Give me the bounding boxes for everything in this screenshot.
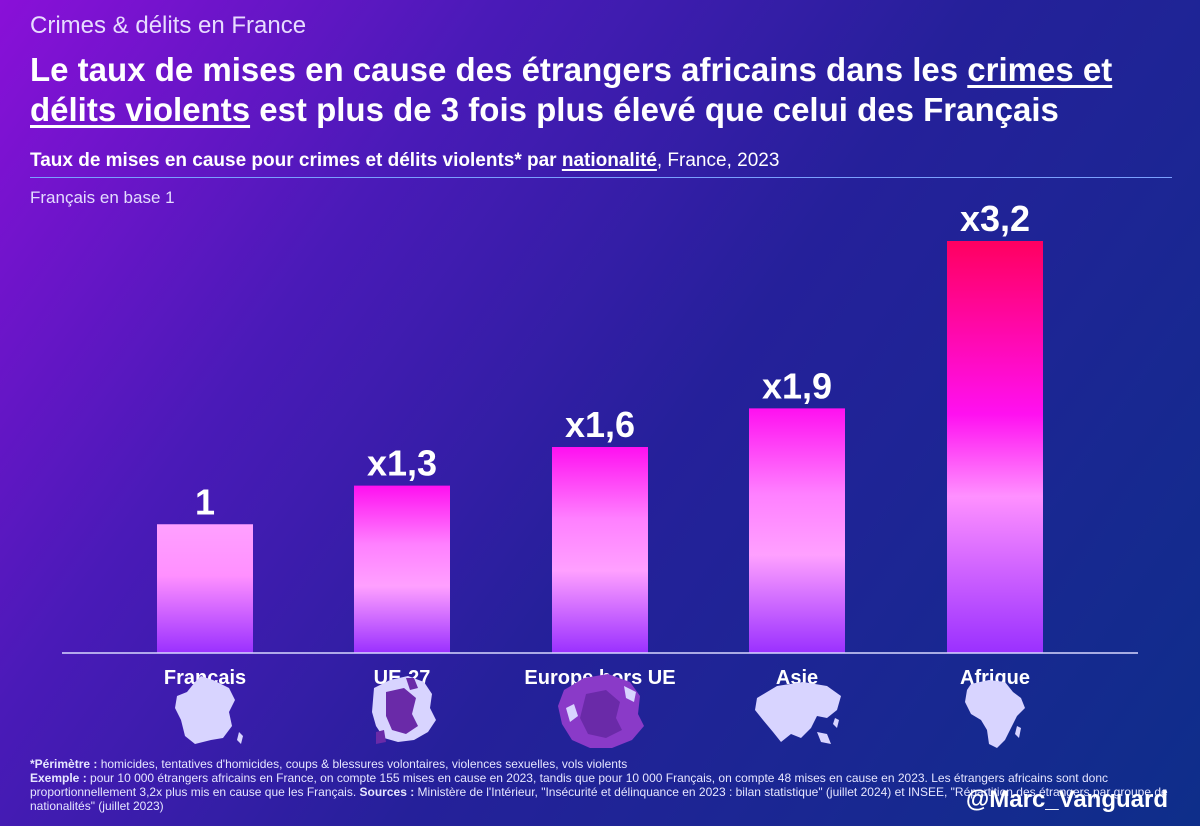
author-handle: @Marc_Vanguard bbox=[965, 786, 1168, 813]
kicker: Crimes & délits en France bbox=[30, 12, 307, 39]
sources-label: Sources : bbox=[359, 785, 415, 799]
bar-0 bbox=[157, 524, 253, 653]
data-label-3: x1,9 bbox=[762, 365, 832, 406]
chart-subtitle: Taux de mises en cause pour crimes et dé… bbox=[30, 150, 779, 172]
sources-text: Ministère de l'Intérieur, "Insécurité et… bbox=[30, 785, 1168, 813]
bar-1 bbox=[354, 485, 450, 653]
subtitle-regular: , France, 2023 bbox=[656, 150, 780, 171]
bar-4 bbox=[947, 241, 1043, 653]
africa-map-icon bbox=[965, 680, 1025, 748]
bar-2 bbox=[552, 447, 648, 653]
data-label-2: x1,6 bbox=[565, 404, 635, 445]
exemple-text: pour 10 000 étrangers africains en Franc… bbox=[30, 771, 1108, 799]
subtitle-underlined: nationalité bbox=[561, 150, 657, 171]
data-label-0: 1 bbox=[195, 481, 215, 522]
footer-notes: *Périmètre : homicides, tentatives d'hom… bbox=[30, 757, 1180, 813]
data-label-4: x3,2 bbox=[960, 198, 1030, 239]
perimetre-text: homicides, tentatives d'homicides, coups… bbox=[97, 757, 628, 771]
headline: Le taux de mises en cause des étrangers … bbox=[30, 50, 1180, 130]
subtitle-rule bbox=[30, 177, 1172, 178]
eu27-map-icon bbox=[372, 676, 436, 744]
perimetre-note: *Périmètre : homicides, tentatives d'hom… bbox=[30, 757, 1180, 771]
exemple-label: Exemple : bbox=[30, 771, 87, 785]
subtitle-bold: Taux de mises en cause pour crimes et dé… bbox=[30, 150, 562, 171]
headline-underlined: crimes et délits violents bbox=[30, 51, 1113, 128]
asia-map-icon bbox=[755, 682, 841, 744]
europe-non-eu-map-icon bbox=[558, 674, 644, 748]
france-map-icon bbox=[175, 676, 243, 744]
base-note: Français en base 1 bbox=[30, 188, 175, 207]
data-label-1: x1,3 bbox=[367, 443, 437, 484]
headline-part2: est plus de 3 fois plus élevé que celui … bbox=[250, 91, 1059, 128]
perimetre-label: *Périmètre : bbox=[30, 757, 98, 771]
headline-part1: Le taux de mises en cause des étrangers … bbox=[30, 51, 968, 88]
bar-3 bbox=[749, 408, 845, 653]
exemple-note: Exemple : pour 10 000 étrangers africain… bbox=[30, 771, 1180, 813]
